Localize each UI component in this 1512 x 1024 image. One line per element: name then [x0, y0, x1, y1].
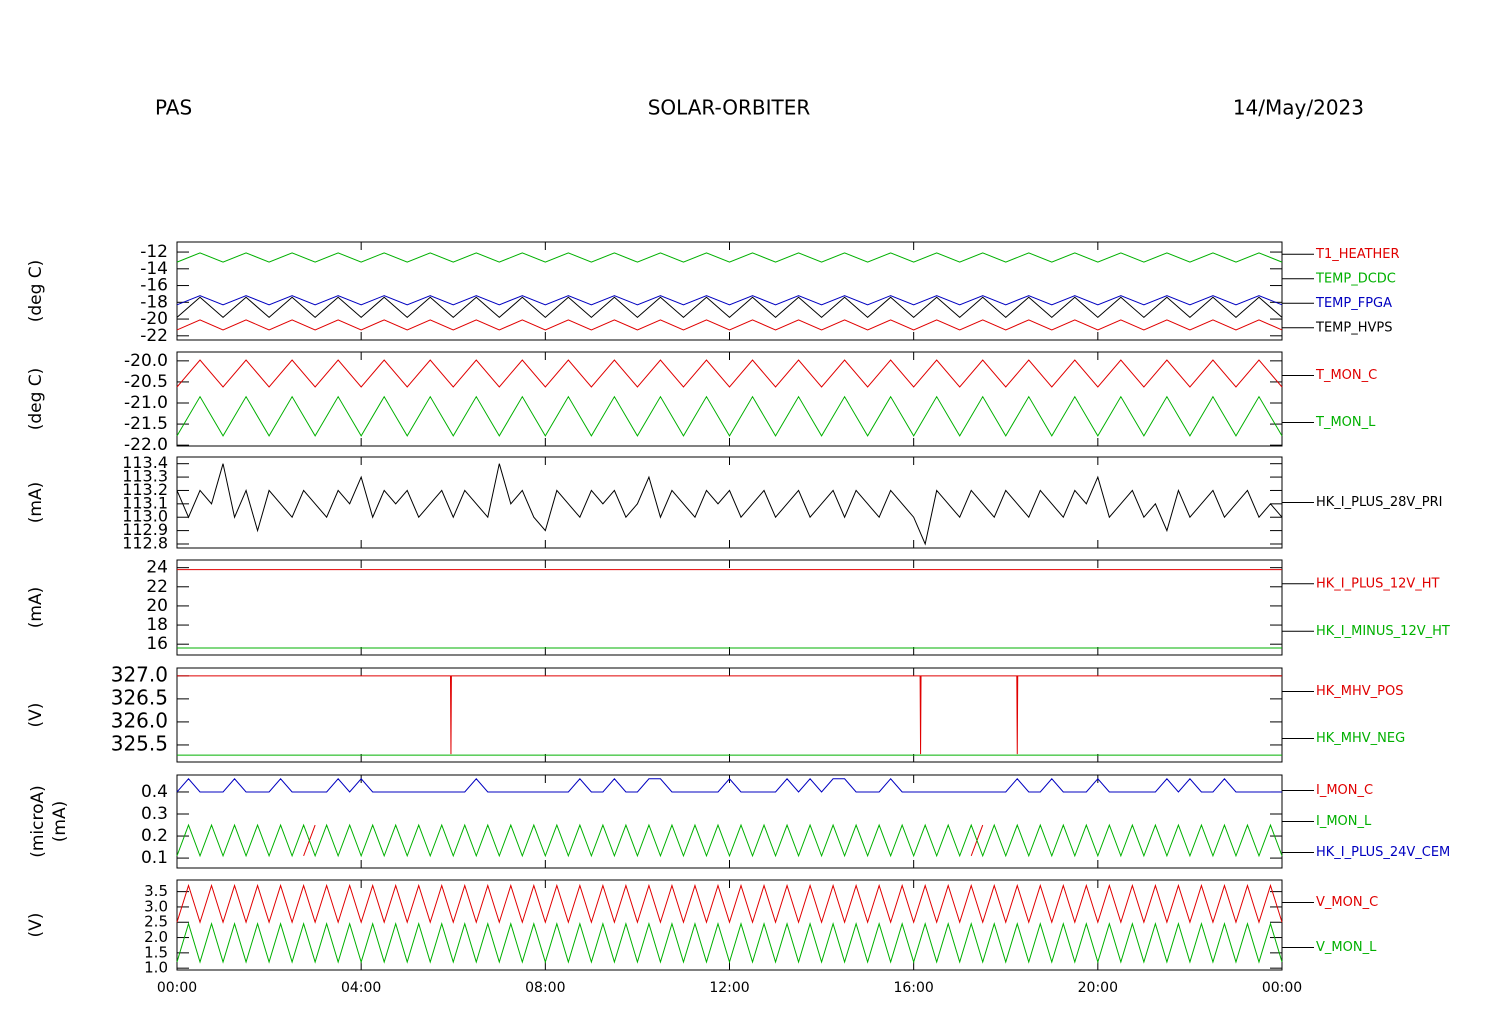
- y-tick-label: -22: [140, 326, 168, 346]
- y-axis-label: (mA): [26, 482, 46, 523]
- legend-label: T_MON_L: [1315, 415, 1376, 430]
- y-tick-label: 0.2: [141, 826, 168, 846]
- series-line: [177, 675, 1282, 755]
- series-line: [176, 252, 1283, 263]
- legend-label: HK_I_PLUS_12V_HT: [1316, 576, 1440, 591]
- series-line: [176, 319, 1283, 331]
- y-tick-label: -16: [140, 276, 168, 296]
- y-tick-label: 0.1: [141, 848, 168, 868]
- y-tick-label: 113.3: [122, 467, 168, 486]
- x-tick-label: 00:00: [1262, 980, 1302, 996]
- y-tick-label: -21.5: [124, 414, 168, 434]
- series-line: [176, 295, 1283, 306]
- y-axis-label: (deg C): [26, 368, 46, 431]
- y-tick-label: -12: [140, 242, 168, 262]
- y-tick-label: 1.0: [144, 959, 168, 977]
- panel-frame: [176, 559, 1283, 656]
- y-axis-label: (mA): [50, 801, 70, 842]
- y-tick-label: -18: [140, 292, 168, 312]
- legend-label: HK_I_MINUS_12V_HT: [1316, 624, 1450, 639]
- y-tick-label: -22.0: [124, 435, 168, 455]
- x-tick-label: 04:00: [341, 980, 381, 996]
- legend-label: HK_I_PLUS_28V_PRI: [1316, 495, 1442, 510]
- series-line: [176, 777, 1282, 793]
- y-tick-label: 113.1: [122, 493, 168, 512]
- legend-label: V_MON_C: [1316, 895, 1378, 910]
- y-tick-label: -14: [140, 259, 168, 279]
- y-tick-label: 325.5: [111, 731, 168, 755]
- legend-label: HK_I_PLUS_24V_CEM: [1316, 845, 1450, 860]
- y-tick-label: 2.0: [144, 928, 168, 946]
- legend-label: TEMP_DCDC: [1315, 271, 1396, 286]
- y-tick-label: 16: [146, 634, 168, 654]
- y-tick-label: 326.5: [111, 685, 168, 709]
- y-tick-label: -20: [140, 309, 168, 329]
- legend-label: T1_HEATHER: [1315, 247, 1400, 262]
- y-tick-label: 20: [146, 596, 168, 616]
- legend-label: I_MON_L: [1316, 814, 1372, 829]
- panel-frame: [176, 456, 1283, 549]
- y-axis-label: (V): [26, 913, 46, 938]
- series-line: [176, 296, 1283, 319]
- header-title: SOLAR-ORBITER: [648, 96, 811, 120]
- series-line: [176, 395, 1283, 437]
- series-line: [176, 823, 1283, 858]
- x-tick-label: 08:00: [525, 980, 565, 996]
- y-tick-label: 3.0: [144, 897, 168, 915]
- y-tick-label: 112.9: [122, 520, 168, 539]
- y-tick-label: 326.0: [111, 708, 168, 732]
- legend-label: TEMP_HVPS: [1315, 320, 1392, 335]
- x-tick-label: 20:00: [1078, 980, 1118, 996]
- y-tick-label: 112.8: [122, 533, 168, 552]
- panel-frame: [176, 879, 1283, 971]
- panel-frame: [176, 241, 1283, 341]
- x-tick-label: 16:00: [893, 980, 933, 996]
- y-tick-label: 1.5: [144, 943, 168, 961]
- y-tick-label: 327.0: [111, 662, 168, 686]
- y-tick-label: 24: [146, 558, 168, 578]
- y-tick-label: -20.0: [124, 351, 168, 371]
- y-tick-label: 2.5: [144, 913, 168, 931]
- series-line: [176, 922, 1283, 964]
- panel-frame: [176, 774, 1283, 869]
- y-tick-label: 0.4: [141, 782, 168, 802]
- y-tick-label: 113.2: [122, 480, 168, 499]
- y-tick-label: 22: [146, 577, 168, 597]
- series-line: [176, 463, 1283, 546]
- series-line: [176, 883, 1283, 924]
- series-line: [176, 359, 1283, 388]
- panel-frame: [176, 667, 1283, 763]
- y-tick-label: 3.5: [144, 882, 168, 900]
- legend-label: HK_MHV_NEG: [1316, 731, 1405, 746]
- y-axis-label: (mA): [26, 587, 46, 628]
- legend-label: V_MON_L: [1316, 940, 1377, 955]
- y-tick-label: 113.0: [122, 507, 168, 526]
- x-tick-label: 12:00: [709, 980, 749, 996]
- y-tick-label: 18: [146, 615, 168, 635]
- header-left: PAS: [155, 96, 192, 120]
- y-tick-label: -20.5: [124, 372, 168, 392]
- y-axis-label: (V): [26, 703, 46, 728]
- legend-label: HK_MHV_POS: [1316, 684, 1404, 699]
- legend-label: I_MON_C: [1316, 783, 1373, 798]
- y-tick-label: 113.4: [122, 453, 168, 472]
- legend-label: TEMP_FPGA: [1315, 296, 1392, 311]
- header-date: 14/May/2023: [1233, 96, 1364, 120]
- y-axis-label: (microA): [28, 785, 48, 858]
- y-tick-label: 0.3: [141, 804, 168, 824]
- legend-label: T_MON_C: [1315, 368, 1377, 383]
- x-tick-label: 00:00: [157, 980, 197, 996]
- y-tick-label: -21.0: [124, 393, 168, 413]
- y-axis-label: (deg C): [26, 260, 46, 323]
